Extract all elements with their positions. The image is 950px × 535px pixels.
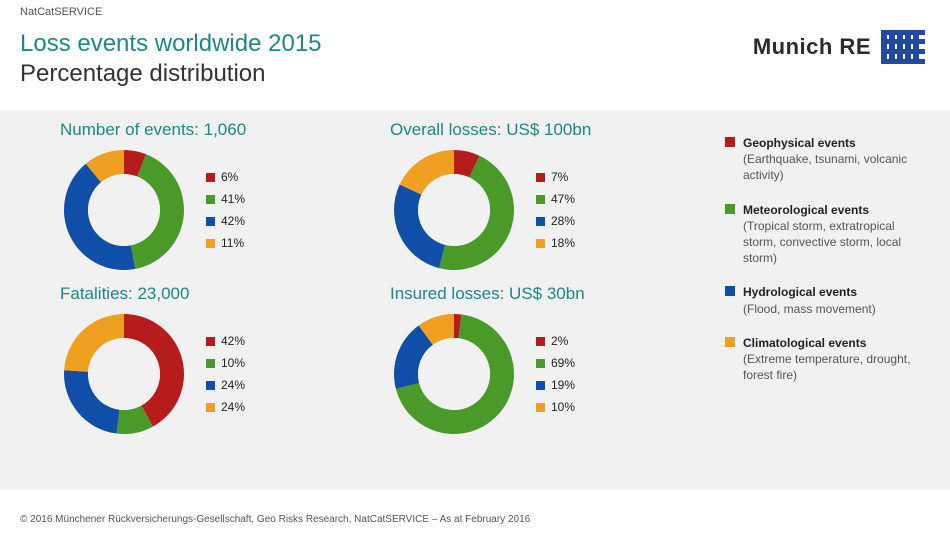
legend-swatch-icon (536, 359, 545, 368)
legend-swatch-icon (536, 337, 545, 346)
legend-entry: Geophysical events(Earthquake, tsunami, … (725, 135, 925, 184)
mini-legend-item: 42% (206, 334, 245, 348)
mini-legend-label: 69% (551, 356, 575, 370)
mini-legend-item: 42% (206, 214, 245, 228)
mini-legend-item: 2% (536, 334, 575, 348)
legend-swatch-icon (206, 403, 215, 412)
mini-legend-label: 42% (221, 214, 245, 228)
legend-entry: Climatological events(Extreme temperatur… (725, 335, 925, 384)
legend-swatch-icon (206, 381, 215, 390)
mini-legend-label: 2% (551, 334, 568, 348)
legend-swatch-icon (536, 239, 545, 248)
brand-logo-icon (881, 30, 925, 64)
legend-swatch-icon (725, 337, 735, 347)
mini-legend-item: 41% (206, 192, 245, 206)
legend-title: Geophysical events (743, 135, 925, 151)
mini-legend-label: 19% (551, 378, 575, 392)
title-sub: Percentage distribution (20, 60, 322, 88)
legend-swatch-icon (536, 381, 545, 390)
page: NatCatSERVICE Munich RE Loss events worl (0, 0, 950, 535)
mini-legend-label: 18% (551, 236, 575, 250)
mini-legend-item: 10% (536, 400, 575, 414)
chart-row: 42% 10% 24% 24% (60, 310, 370, 438)
legend-entry: Meteorological events(Tropical storm, ex… (725, 202, 925, 267)
legend-desc: (Flood, mass movement) (743, 301, 876, 317)
chart-title: Fatalities: 23,000 (60, 284, 370, 304)
donut-chart (60, 146, 188, 274)
mini-legend-label: 42% (221, 334, 245, 348)
legend-swatch-icon (725, 137, 735, 147)
brand-name: Munich RE (753, 34, 871, 60)
legend-text: Hydrological events(Flood, mass movement… (743, 284, 876, 316)
mini-legend: 42% 10% 24% 24% (206, 334, 245, 414)
mini-legend: 6% 41% 42% 11% (206, 170, 245, 250)
legend-swatch-icon (725, 286, 735, 296)
chart-title: Overall losses: US$ 100bn (390, 120, 700, 140)
mini-legend-item: 10% (206, 356, 245, 370)
mini-legend-item: 11% (206, 236, 245, 250)
legend-title: Meteorological events (743, 202, 925, 218)
chart-events: Number of events: 1,060 6% 41% 42% 11% (60, 120, 370, 274)
chart-row: 2% 69% 19% 10% (390, 310, 700, 438)
mini-legend-label: 7% (551, 170, 568, 184)
mini-legend-label: 11% (221, 236, 244, 250)
chart-fatalities: Fatalities: 23,000 42% 10% 24% 24% (60, 284, 370, 438)
charts-grid: Number of events: 1,060 6% 41% 42% 11% Overal… (60, 120, 700, 438)
mini-legend-label: 6% (221, 170, 238, 184)
brand: Munich RE (753, 30, 925, 64)
chart-title: Insured losses: US$ 30bn (390, 284, 700, 304)
legend-desc: (Earthquake, tsunami, volcanic activity) (743, 151, 925, 183)
legend-title: Hydrological events (743, 284, 876, 300)
legend-entry: Hydrological events(Flood, mass movement… (725, 284, 925, 316)
legend-text: Meteorological events(Tropical storm, ex… (743, 202, 925, 267)
mini-legend-label: 10% (551, 400, 575, 414)
legend-swatch-icon (206, 337, 215, 346)
mini-legend-item: 6% (206, 170, 245, 184)
legend-swatch-icon (206, 195, 215, 204)
mini-legend-label: 24% (221, 400, 245, 414)
legend-swatch-icon (206, 359, 215, 368)
chart-overall: Overall losses: US$ 100bn 7% 47% 28% 18% (390, 120, 700, 274)
mini-legend-item: 18% (536, 236, 575, 250)
legend-text: Geophysical events(Earthquake, tsunami, … (743, 135, 925, 184)
chart-title: Number of events: 1,060 (60, 120, 370, 140)
chart-row: 6% 41% 42% 11% (60, 146, 370, 274)
legend-desc: (Extreme temperature, drought, forest fi… (743, 351, 925, 383)
legend-swatch-icon (536, 403, 545, 412)
mini-legend-item: 24% (206, 400, 245, 414)
donut-chart (60, 310, 188, 438)
page-title: Loss events worldwide 2015 Percentage di… (20, 30, 322, 88)
footer-text: © 2016 Münchener Rückversicherungs-Gesel… (20, 514, 530, 525)
mini-legend-item: 69% (536, 356, 575, 370)
mini-legend: 7% 47% 28% 18% (536, 170, 575, 250)
title-main: Loss events worldwide 2015 (20, 30, 322, 58)
donut-chart (390, 146, 518, 274)
legend-swatch-icon (725, 204, 735, 214)
mini-legend-item: 28% (536, 214, 575, 228)
legend-text: Climatological events(Extreme temperatur… (743, 335, 925, 384)
legend-swatch-icon (206, 239, 215, 248)
mini-legend-item: 7% (536, 170, 575, 184)
mini-legend-label: 24% (221, 378, 245, 392)
legend-title: Climatological events (743, 335, 925, 351)
legend-panel: Geophysical events(Earthquake, tsunami, … (725, 135, 925, 383)
legend-swatch-icon (536, 217, 545, 226)
legend-swatch-icon (206, 217, 215, 226)
mini-legend-item: 19% (536, 378, 575, 392)
legend-swatch-icon (536, 195, 545, 204)
donut-chart (390, 310, 518, 438)
mini-legend: 2% 69% 19% 10% (536, 334, 575, 414)
legend-swatch-icon (536, 173, 545, 182)
legend-desc: (Tropical storm, extratropical storm, co… (743, 218, 925, 267)
mini-legend-label: 10% (221, 356, 245, 370)
mini-legend-item: 24% (206, 378, 245, 392)
legend-swatch-icon (206, 173, 215, 182)
chart-insured: Insured losses: US$ 30bn 2% 69% 19% 10% (390, 284, 700, 438)
chart-row: 7% 47% 28% 18% (390, 146, 700, 274)
mini-legend-label: 41% (221, 192, 245, 206)
mini-legend-label: 28% (551, 214, 575, 228)
topbar-label: NatCatSERVICE (20, 6, 102, 18)
mini-legend-label: 47% (551, 192, 575, 206)
mini-legend-item: 47% (536, 192, 575, 206)
